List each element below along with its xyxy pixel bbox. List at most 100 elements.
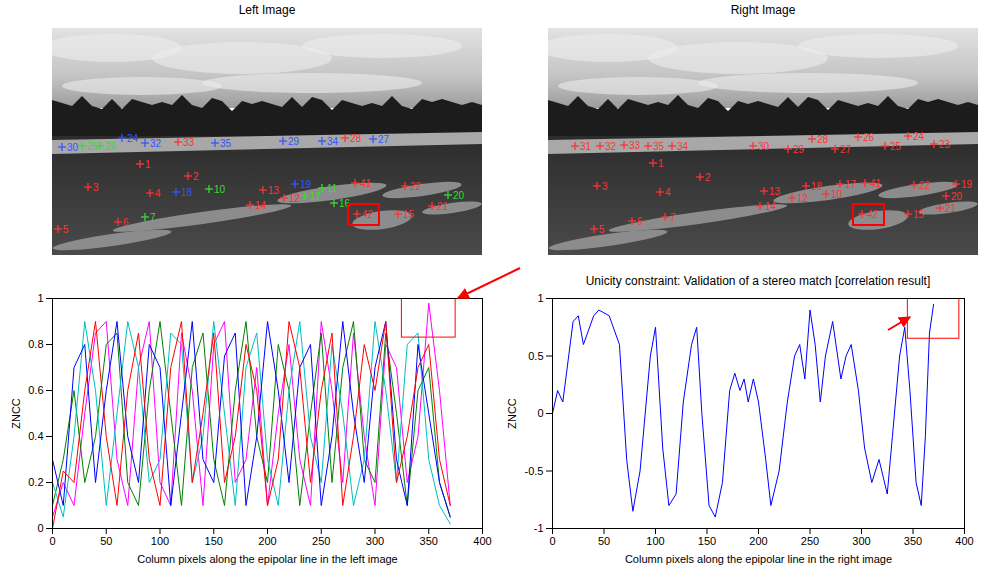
svg-text:400: 400 bbox=[955, 535, 973, 547]
svg-text:4: 4 bbox=[155, 188, 161, 199]
svg-text:200: 200 bbox=[749, 535, 767, 547]
svg-text:21: 21 bbox=[437, 201, 449, 212]
svg-text:33: 33 bbox=[183, 137, 195, 148]
svg-text:6: 6 bbox=[637, 216, 643, 227]
svg-text:34: 34 bbox=[677, 141, 689, 152]
svg-text:Left Image: Left Image bbox=[239, 3, 296, 17]
svg-text:28: 28 bbox=[350, 133, 362, 144]
svg-text:29: 29 bbox=[288, 136, 300, 147]
svg-text:Column pixels along the epipol: Column pixels along the epipolar line in… bbox=[625, 553, 892, 565]
svg-text:31: 31 bbox=[580, 141, 592, 152]
svg-text:27: 27 bbox=[378, 134, 390, 145]
svg-text:350: 350 bbox=[420, 535, 438, 547]
svg-text:17: 17 bbox=[845, 179, 857, 190]
svg-text:19: 19 bbox=[961, 179, 973, 190]
svg-text:22: 22 bbox=[410, 181, 422, 192]
svg-text:100: 100 bbox=[151, 535, 169, 547]
svg-text:22: 22 bbox=[919, 180, 931, 191]
svg-text:41: 41 bbox=[360, 178, 372, 189]
svg-text:6: 6 bbox=[123, 217, 129, 228]
svg-text:200: 200 bbox=[258, 535, 276, 547]
svg-text:100: 100 bbox=[646, 535, 664, 547]
svg-text:35: 35 bbox=[653, 141, 665, 152]
svg-text:20: 20 bbox=[453, 190, 465, 201]
svg-text:12: 12 bbox=[797, 193, 809, 204]
svg-text:2: 2 bbox=[193, 171, 199, 182]
svg-text:0: 0 bbox=[549, 535, 555, 547]
svg-text:33: 33 bbox=[629, 140, 641, 151]
svg-text:18: 18 bbox=[181, 187, 193, 198]
svg-text:13: 13 bbox=[268, 185, 280, 196]
svg-text:0.5: 0.5 bbox=[528, 350, 543, 362]
svg-text:5: 5 bbox=[63, 224, 69, 235]
svg-text:24: 24 bbox=[127, 133, 139, 144]
svg-text:3: 3 bbox=[602, 181, 608, 192]
svg-text:41: 41 bbox=[870, 178, 882, 189]
svg-text:29: 29 bbox=[793, 144, 805, 155]
svg-text:13: 13 bbox=[769, 186, 781, 197]
svg-text:19: 19 bbox=[300, 179, 312, 190]
svg-text:28: 28 bbox=[817, 134, 829, 145]
svg-text:ZNCC: ZNCC bbox=[10, 398, 22, 429]
svg-text:32: 32 bbox=[150, 138, 162, 149]
svg-text:1: 1 bbox=[145, 159, 151, 170]
svg-text:0: 0 bbox=[37, 522, 43, 534]
svg-text:20: 20 bbox=[951, 191, 963, 202]
svg-text:150: 150 bbox=[698, 535, 716, 547]
svg-text:7: 7 bbox=[670, 212, 676, 223]
svg-text:1: 1 bbox=[658, 158, 664, 169]
html-text:Unicity constraint: Validation: Unicity constraint: Validation of a ster… bbox=[585, 274, 931, 288]
svg-text:0.8: 0.8 bbox=[28, 338, 43, 350]
svg-text:30: 30 bbox=[67, 142, 79, 153]
svg-text:0: 0 bbox=[49, 535, 55, 547]
svg-text:2: 2 bbox=[705, 172, 711, 183]
svg-text:17: 17 bbox=[310, 191, 322, 202]
svg-text:26: 26 bbox=[105, 141, 117, 152]
svg-text:ZNCC: ZNCC bbox=[506, 398, 518, 429]
svg-text:50: 50 bbox=[598, 535, 610, 547]
svg-text:15: 15 bbox=[913, 209, 925, 220]
svg-text:30: 30 bbox=[758, 141, 770, 152]
svg-text:27: 27 bbox=[840, 144, 852, 155]
svg-text:23: 23 bbox=[939, 139, 951, 150]
svg-text:3: 3 bbox=[93, 182, 99, 193]
svg-text:-0.5: -0.5 bbox=[525, 465, 544, 477]
svg-text:11: 11 bbox=[327, 183, 338, 194]
svg-text:250: 250 bbox=[312, 535, 330, 547]
svg-text:14: 14 bbox=[765, 201, 777, 212]
svg-text:300: 300 bbox=[852, 535, 870, 547]
svg-text:15: 15 bbox=[403, 209, 415, 220]
svg-text:7: 7 bbox=[150, 212, 156, 223]
svg-text:300: 300 bbox=[366, 535, 384, 547]
svg-text:1: 1 bbox=[537, 292, 543, 304]
svg-text:400: 400 bbox=[473, 535, 491, 547]
svg-text:21: 21 bbox=[945, 203, 957, 214]
svg-text:-1: -1 bbox=[534, 522, 544, 534]
svg-text:42: 42 bbox=[867, 209, 879, 220]
svg-text:42: 42 bbox=[362, 209, 374, 220]
svg-text:5: 5 bbox=[599, 224, 605, 235]
svg-text:Right Image: Right Image bbox=[731, 3, 796, 17]
svg-text:10: 10 bbox=[214, 184, 226, 195]
svg-text:10: 10 bbox=[831, 189, 843, 200]
svg-text:Column pixels along the epipol: Column pixels along the epipolar line in… bbox=[137, 553, 398, 565]
svg-text:0.4: 0.4 bbox=[28, 430, 43, 442]
svg-text:4: 4 bbox=[665, 187, 671, 198]
svg-text:35: 35 bbox=[220, 138, 232, 149]
svg-text:12: 12 bbox=[289, 193, 301, 204]
svg-text:18: 18 bbox=[811, 181, 823, 192]
svg-text:150: 150 bbox=[205, 535, 223, 547]
svg-text:0.2: 0.2 bbox=[28, 476, 43, 488]
svg-text:0.6: 0.6 bbox=[28, 384, 43, 396]
svg-text:50: 50 bbox=[100, 535, 112, 547]
svg-text:24: 24 bbox=[913, 131, 925, 142]
svg-text:350: 350 bbox=[904, 535, 922, 547]
svg-text:26: 26 bbox=[863, 132, 875, 143]
svg-text:32: 32 bbox=[605, 141, 617, 152]
svg-text:14: 14 bbox=[255, 200, 267, 211]
svg-text:25: 25 bbox=[890, 141, 902, 152]
svg-text:1: 1 bbox=[37, 292, 43, 304]
svg-text:34: 34 bbox=[327, 136, 339, 147]
svg-text:0: 0 bbox=[537, 407, 543, 419]
svg-text:250: 250 bbox=[801, 535, 819, 547]
